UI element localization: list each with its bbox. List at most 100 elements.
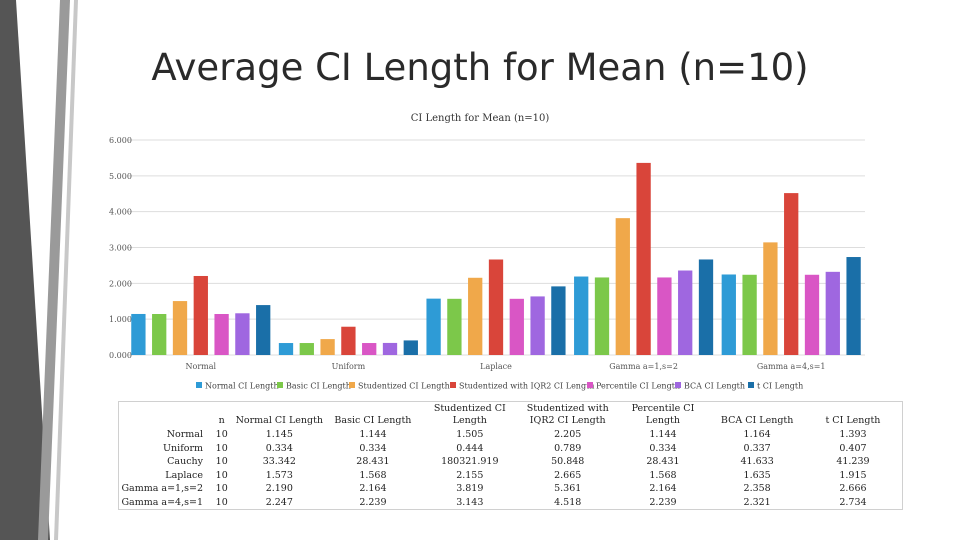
- y-tick-label: 2.000: [109, 279, 132, 288]
- x-tick-label: Laplace: [480, 362, 512, 371]
- legend-swatch: [587, 382, 593, 388]
- deco-stripe-light: [38, 0, 70, 540]
- bar: [131, 313, 146, 355]
- table-cell: 1.568: [359, 469, 387, 481]
- row-label: Gamma a=1,s=2: [121, 483, 203, 494]
- bar: [784, 193, 799, 355]
- table-header-cell: Basic CI Length: [334, 415, 412, 426]
- table-cell: 2.734: [839, 496, 867, 508]
- table-cell: 28.431: [356, 456, 390, 467]
- table-cell: 10: [215, 429, 228, 440]
- y-tick-label: 5.000: [109, 172, 132, 181]
- bar: [278, 343, 294, 355]
- table-cell: 0.334: [649, 442, 677, 454]
- legend-entry: t CI Length: [757, 382, 803, 391]
- table-row: Normal 10 1.145 1.144 1.505 2.205 1.144 1.164 1.…: [119, 428, 903, 442]
- y-tick-label: 1.000: [109, 315, 132, 324]
- x-tick-label: Gamma a=4,s=1: [757, 362, 826, 371]
- bar: [426, 298, 441, 355]
- bar: [698, 259, 714, 355]
- y-tick-label: 4.000: [109, 208, 132, 217]
- table-cell: 3.819: [456, 483, 484, 494]
- table-row: Gamma a=1,s=2 10 2.190 2.164 3.819 5.361 2.164…: [119, 482, 903, 496]
- table-cell: 1.164: [743, 429, 771, 440]
- slide-decoration: [0, 0, 78, 540]
- table-cell: 2.239: [359, 496, 387, 508]
- table-cell: 0.444: [456, 442, 484, 454]
- results-table: n Normal CI Length Basic CI Length Studenti…: [118, 401, 903, 510]
- table-cell: 0.337: [743, 442, 771, 454]
- slide-title: Average CI Length for Mean (n=10): [151, 46, 809, 89]
- table-cell: 1.568: [649, 469, 677, 481]
- table-cell: 41.633: [740, 456, 774, 467]
- bar: [299, 343, 314, 355]
- bar: [341, 326, 356, 355]
- table-cell: 2.155: [456, 469, 484, 481]
- y-tick-label: 3.000: [109, 244, 132, 253]
- bar: [235, 313, 250, 355]
- row-label: Cauchy: [167, 456, 203, 467]
- bar: [152, 314, 167, 355]
- legend-swatch: [196, 382, 202, 388]
- bar: [846, 257, 861, 355]
- table-cell: 2.358: [743, 483, 771, 494]
- deco-stripe-dark: [0, 0, 50, 540]
- table-body: Normal 10 1.145 1.144 1.505 2.205 1.144 1.164 1.…: [119, 428, 903, 510]
- legend-entry: Studentized CI Length: [358, 382, 450, 391]
- bar: [403, 340, 418, 355]
- legend-swatch: [349, 382, 355, 388]
- legend-swatch: [675, 382, 681, 388]
- y-tick-label: 6.000: [109, 136, 132, 145]
- table-cell: 1.573: [265, 469, 293, 481]
- table-cell: 10: [215, 442, 228, 454]
- table-row: Gamma a=4,s=1 10 2.247 2.239 3.143 4.518 2.239…: [119, 496, 903, 510]
- row-label: Gamma a=4,s=1: [121, 496, 203, 508]
- table-cell: 2.247: [265, 496, 293, 508]
- bar: [657, 277, 672, 355]
- table-cell: 2.321: [743, 496, 771, 508]
- legend-entry: Studentized with IQR2 CI Length: [459, 382, 594, 391]
- y-tick-label: 0.000: [109, 351, 132, 360]
- table-cell: 33.342: [262, 456, 296, 467]
- table-header-cell: BCA CI Length: [720, 415, 794, 426]
- table-cell: 0.334: [265, 442, 293, 454]
- row-label: Laplace: [165, 469, 203, 481]
- bar: [256, 305, 271, 355]
- table-cell: 0.407: [839, 442, 867, 454]
- bar: [721, 274, 736, 355]
- table-cell: 180321.919: [441, 456, 499, 467]
- table-header-cell: t CI Length: [825, 415, 881, 426]
- table-cell: 4.518: [554, 496, 582, 508]
- bar: [574, 276, 589, 355]
- table-header-cell: Percentile CI Length: [631, 403, 695, 426]
- bar: [678, 270, 693, 355]
- table-cell: 1.144: [359, 429, 387, 440]
- bar: [172, 301, 188, 355]
- bar: [362, 343, 377, 355]
- table-cell: 2.666: [839, 483, 867, 494]
- table-header-row: n Normal CI Length Basic CI Length Studenti…: [119, 402, 903, 429]
- table-cell: 3.143: [456, 496, 484, 508]
- table-cell: 10: [215, 496, 228, 508]
- table-cell: 10: [215, 456, 228, 467]
- bar: [551, 286, 566, 355]
- bar: [594, 277, 610, 355]
- legend-swatch: [277, 382, 283, 388]
- table-cell: 10: [215, 469, 228, 481]
- table-header-cell: Normal CI Length: [235, 415, 324, 426]
- x-tick-label: Uniform: [332, 362, 366, 371]
- row-label: Uniform: [163, 442, 203, 454]
- table-cell: 10: [215, 483, 228, 494]
- table-cell: 0.334: [359, 442, 387, 454]
- table-cell: 28.431: [646, 456, 680, 467]
- table-cell: 2.665: [554, 469, 582, 481]
- table-row: Cauchy 10 33.342 28.431 180321.919 50.848 28.4…: [119, 455, 903, 469]
- table-cell: 0.789: [554, 442, 582, 454]
- x-tick-label: Gamma a=1,s=2: [609, 362, 678, 371]
- table-row: Uniform 10 0.334 0.334 0.444 0.789 0.334 0.337 0…: [119, 442, 903, 456]
- table-cell: 1.915: [839, 469, 867, 481]
- bar: [615, 218, 630, 355]
- legend-entry: BCA CI Length: [684, 382, 745, 391]
- bar: [488, 259, 504, 355]
- table-cell: 41.239: [836, 456, 870, 467]
